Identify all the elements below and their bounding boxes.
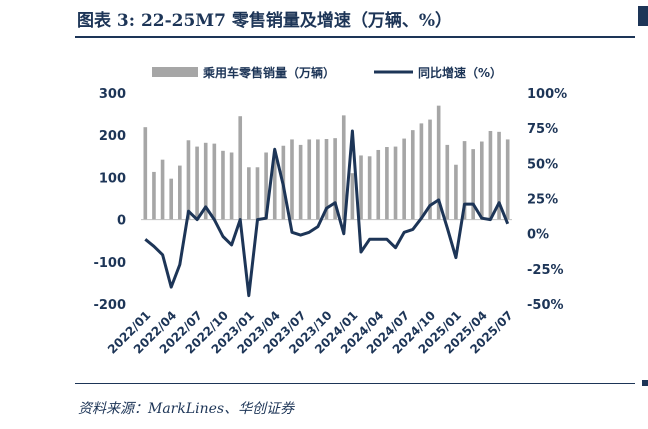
y-right-tick-label: 0% [527,228,549,243]
legend-label-line: 同比增速（%） [418,65,502,80]
bar-2024/03 [367,156,372,220]
bar-2022/11 [229,152,234,220]
y-right-axis: 100% 75% 50% 25% 0% -25% -50% [527,87,567,313]
bar-2024/12 [445,144,450,220]
bar-2023/12 [341,115,346,220]
bar-2024/05 [385,147,389,220]
bar-2023/09 [316,139,320,220]
bar-2024/07 [402,138,406,220]
x-axis-labels: 2022/012022/042022/072022/102023/012023/… [105,308,516,356]
y-left-tick-label: -200 [93,298,126,313]
y-left-tick-label: 200 [99,129,126,144]
legend-swatch-bar [152,67,198,77]
bar-2025/06 [497,131,501,220]
bar-2024/08 [410,130,415,220]
bar-2022/02 [152,171,156,220]
y-right-tick-label: 25% [527,193,558,208]
bar-2024/04 [376,149,381,220]
bar-2025/07 [505,139,510,220]
bar-2025/01 [454,164,458,220]
bar-2022/12 [238,116,243,220]
y-left-tick-label: 100 [99,171,126,186]
bar-2025/05 [488,130,493,220]
bar-2024/01 [350,173,355,220]
legend-label-bar: 乘用车零售销量（万辆） [202,65,335,80]
y-right-tick-label: 75% [527,122,558,137]
bar-2023/06 [290,139,294,220]
bar-2023/08 [307,139,312,220]
bar-2022/05 [178,165,182,220]
bar-2022/04 [169,178,174,220]
bar-2022/08 [203,142,208,220]
bar-2023/02 [255,167,260,220]
y-left-tick-label: 300 [99,87,126,102]
edge-mark-top [638,6,648,26]
bar-2024/10 [428,119,432,220]
bar-2022/10 [221,150,225,220]
title-divider [75,36,635,38]
y-left-axis: 300 200 100 0 -100 -200 [93,87,126,313]
edge-mark-bottom [642,380,648,386]
bar-2023/10 [324,138,329,220]
bar-2022/01 [143,127,148,220]
bar-2022/06 [186,140,191,220]
bar-2024/02 [359,155,363,220]
y-right-tick-label: 100% [527,87,567,102]
bar-2024/11 [436,105,441,220]
bar-series [143,105,510,220]
bar-2022/09 [212,143,217,220]
bar-2024/06 [393,146,398,220]
bar-2023/01 [247,167,251,220]
figure-title: 图表 3: 22-25M7 零售销量及增速（万辆、%） [77,11,453,31]
source-note: 资料来源：MarkLines、华创证券 [78,401,295,417]
bar-2024/09 [419,123,424,220]
bar-2023/04 [272,150,277,220]
bar-2023/03 [264,152,268,220]
y-left-tick-label: 0 [117,214,126,229]
y-right-tick-label: -25% [527,263,564,278]
bar-2025/03 [471,149,475,220]
chart-legend: 乘用车零售销量（万辆） 同比增速（%） [152,65,502,80]
bar-2025/04 [479,141,484,220]
growth-line [144,129,510,298]
y-right-tick-label: 50% [527,157,558,172]
bar-2023/07 [298,144,303,220]
bar-2025/02 [462,141,467,220]
bottom-divider [75,383,635,384]
y-left-tick-label: -100 [93,256,126,271]
bar-2022/07 [195,146,199,220]
bar-2022/03 [160,159,165,220]
y-right-tick-label: -50% [527,298,564,313]
bar-2023/11 [333,138,337,220]
